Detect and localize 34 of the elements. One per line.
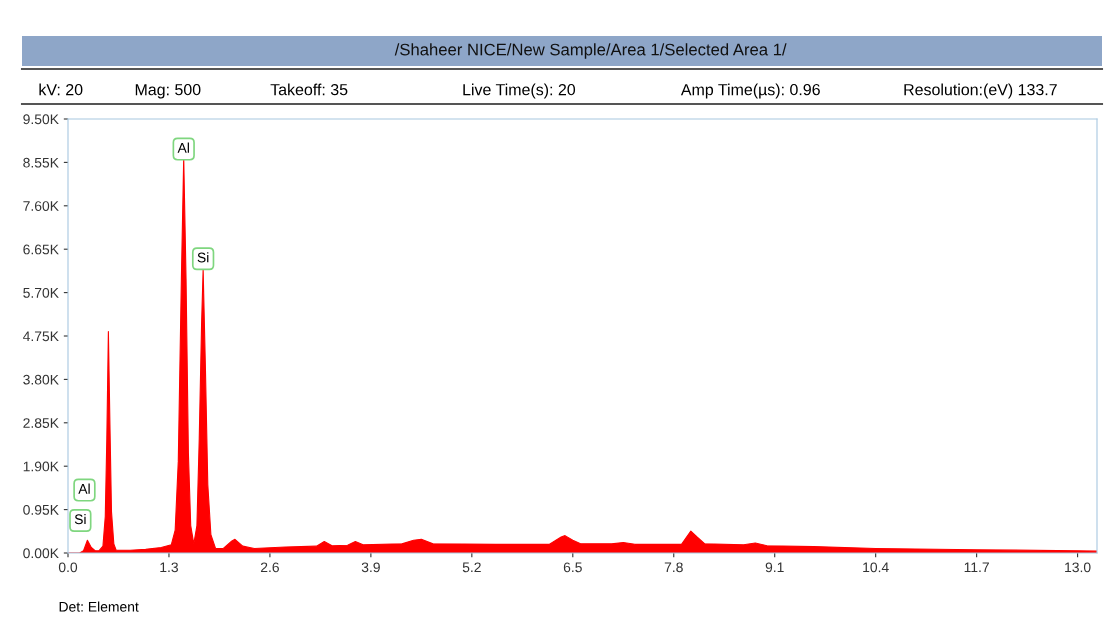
x-tick-label: 9.1 [765, 562, 784, 573]
y-tick-label: 6.65K [23, 244, 59, 255]
y-tick-label: 3.80K [23, 374, 59, 385]
annotation: Al [177, 142, 189, 153]
text: Resolution:(eV) 133.7 [904, 83, 1057, 99]
y-tick-label: 2.85K [23, 418, 59, 428]
y-tick-label: 9.50K [23, 114, 59, 125]
x-tick-label: 6.5 [563, 562, 582, 573]
annotation: Si [197, 252, 209, 263]
chart-title: /Shaheer NICE/New Sample/Area 1/Selected Area 1/ [394, 43, 787, 59]
annotation: Al [78, 483, 90, 494]
x-tick-label: 2.6 [260, 562, 279, 573]
y-tick-label: 7.60K [23, 201, 59, 211]
x-tick-label: 11.7 [964, 562, 989, 573]
y-tick-label: 4.75K [23, 331, 59, 342]
text: Amp Time(µs): 0.96 [680, 83, 820, 99]
text: Det: Element [59, 601, 139, 612]
y-tick-label: 8.55K [23, 157, 59, 168]
text: Live Time(s): 20 [463, 83, 576, 99]
annotation: Si [74, 513, 86, 525]
x-tick-label: 5.2 [462, 562, 481, 573]
text: kV: 20 [39, 83, 83, 96]
y-tick-label: 0.95K [23, 504, 59, 515]
text: Mag: 500 [135, 83, 201, 99]
x-tick-label: 3.9 [361, 562, 380, 573]
x-tick-label: 13.0 [1065, 562, 1091, 573]
y-tick-label: 1.90K [23, 461, 59, 472]
x-tick-label: 7.8 [664, 562, 683, 573]
x-tick-label: 0.0 [58, 562, 78, 573]
y-tick-label: 5.70K [23, 287, 59, 298]
x-tick-label: 1.3 [160, 562, 178, 573]
text: Takeoff: 35 [270, 83, 348, 96]
y-tick-label: 0.00K [23, 548, 59, 559]
x-tick-label: 10.4 [863, 562, 889, 573]
